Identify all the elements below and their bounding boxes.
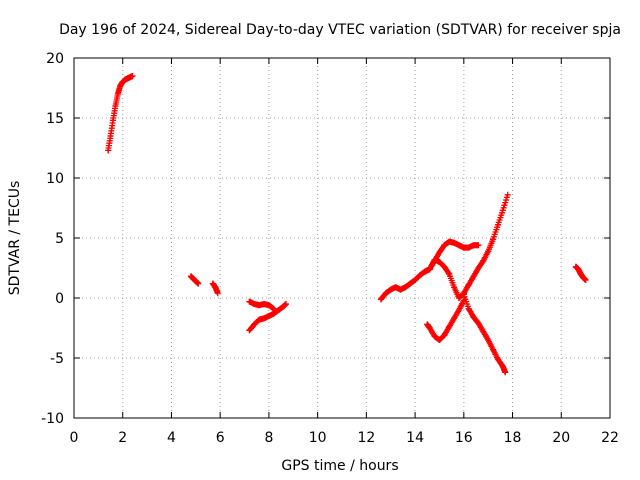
x-tick-label: 0	[70, 430, 79, 446]
data-point	[475, 242, 482, 249]
y-tick-label: 20	[46, 51, 64, 67]
data-track	[377, 238, 482, 303]
data-point	[504, 191, 511, 198]
data-track	[105, 73, 136, 154]
data-track	[246, 301, 289, 334]
data-point	[214, 290, 221, 297]
x-tick-label: 8	[264, 430, 273, 446]
y-axis-title: SDTVAR / TECUs	[7, 181, 23, 296]
x-axis-title: GPS time / hours	[281, 458, 398, 474]
gridlines	[74, 58, 610, 418]
y-tick-label: 10	[46, 171, 64, 187]
x-tick-label: 20	[552, 430, 570, 446]
x-tick-label: 10	[309, 430, 327, 446]
data-track	[424, 297, 467, 343]
x-tick-label: 22	[601, 430, 619, 446]
x-tick-label: 4	[167, 430, 176, 446]
y-tick-label: 15	[46, 111, 64, 127]
y-tick-label: 0	[55, 291, 64, 307]
y-tick-label: -5	[50, 351, 64, 367]
data-point	[195, 280, 202, 287]
chart-title: Day 196 of 2024, Sidereal Day-to-day VTE…	[59, 22, 621, 38]
x-tick-label: 14	[406, 430, 424, 446]
x-tick-label: 2	[118, 430, 127, 446]
data-point	[129, 73, 136, 79]
x-axis-ticks: 0 2 4 6 8 10 12 14 16 18 20 22	[70, 58, 619, 446]
y-tick-label: -10	[41, 411, 64, 427]
data-point	[460, 297, 467, 304]
y-axis-ticks: -10 -5 0 5 10 15 20	[41, 51, 610, 427]
data-track	[572, 263, 589, 283]
x-tick-label: 12	[357, 430, 375, 446]
data-point	[502, 369, 509, 376]
y-tick-label: 5	[55, 231, 64, 247]
data-track	[187, 273, 202, 287]
data-point	[445, 269, 452, 276]
x-tick-label: 16	[455, 430, 473, 446]
data-point	[582, 277, 589, 283]
x-tick-label: 18	[504, 430, 522, 446]
data-points	[105, 73, 589, 376]
data-track	[246, 298, 277, 312]
data-point	[282, 301, 289, 307]
data-track	[421, 191, 511, 301]
data-track	[209, 280, 221, 297]
data-track	[460, 291, 509, 376]
x-tick-label: 6	[216, 430, 225, 446]
